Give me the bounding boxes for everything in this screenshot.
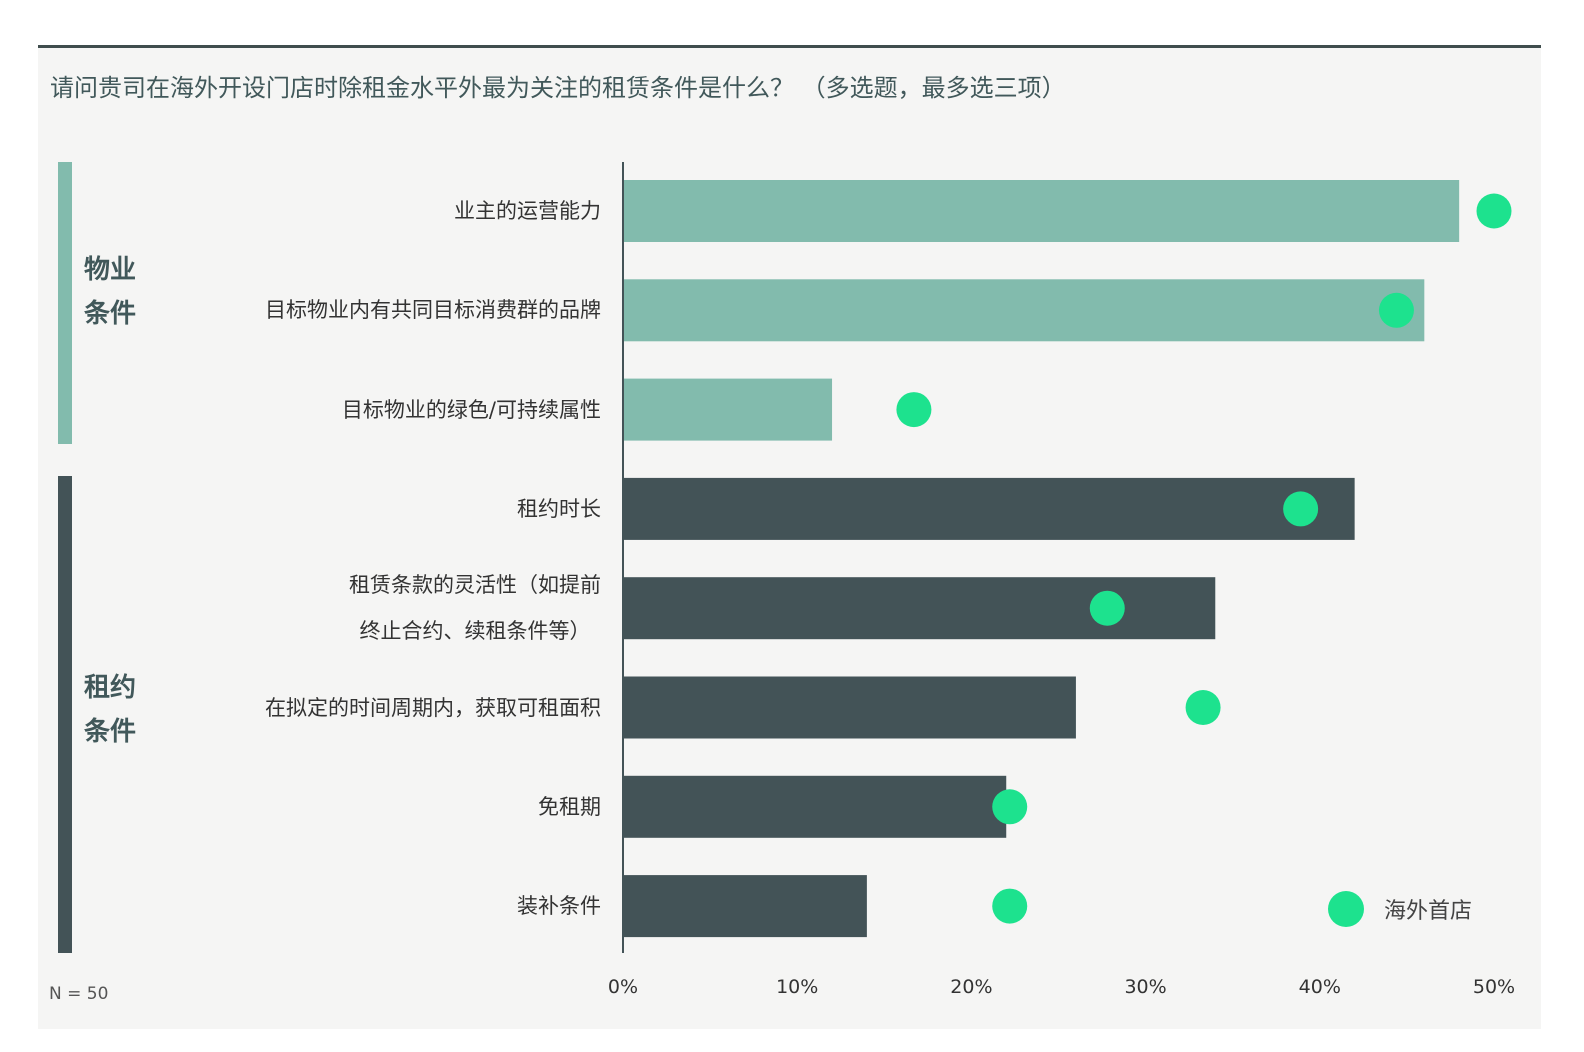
category-label: 目标物业的绿色/可持续属性 — [341, 397, 601, 422]
dot-marker — [1089, 590, 1125, 626]
bar — [623, 378, 833, 441]
bar — [623, 875, 867, 938]
group-label-line: 条件 — [84, 299, 137, 329]
x-tick-label: 0% — [608, 976, 638, 998]
category-label: 租约时长 — [517, 496, 601, 521]
dot-marker — [1476, 193, 1512, 229]
dot-marker — [896, 392, 932, 428]
sample-size-note: N = 50 — [49, 984, 109, 1004]
category-label: 免租期 — [538, 794, 601, 819]
category-label: 业主的运营能力 — [454, 199, 601, 223]
group-label-lease: 租约 条件 — [84, 666, 136, 754]
category-label: 装补条件 — [517, 894, 601, 919]
x-tick-label: 10% — [776, 976, 818, 998]
group-label-line: 条件 — [84, 717, 137, 747]
group-label-line: 物业 — [84, 255, 137, 285]
dot-marker — [1283, 491, 1319, 527]
x-tick-label: 30% — [1124, 976, 1166, 998]
category-label: 目标物业内有共同目标消费群的品牌 — [265, 298, 601, 323]
bar — [623, 577, 1216, 640]
x-tick-label: 40% — [1299, 976, 1341, 998]
legend: 海外首店 — [1328, 891, 1472, 927]
dot-marker — [992, 888, 1028, 924]
chart-title: 请问贵司在海外开设门店时除租金水平外最为关注的租赁条件是什么？ （多选题，最多选… — [50, 74, 1066, 102]
x-tick-label: 20% — [950, 976, 992, 998]
bar — [623, 279, 1425, 342]
category-label: 在拟定的时间周期内，获取可租面积 — [265, 695, 601, 720]
group-label-property: 物业 条件 — [84, 248, 136, 336]
group-label-line: 租约 — [84, 673, 137, 703]
legend-label: 海外首店 — [1384, 899, 1473, 924]
bar — [623, 676, 1076, 739]
dot-marker — [1378, 292, 1414, 328]
bar — [623, 477, 1355, 540]
legend-dot-marker — [1328, 891, 1364, 927]
x-tick-label: 50% — [1473, 976, 1515, 998]
category-label: 租赁条款的灵活性（如提前 终止合约、续租条件等） — [349, 573, 601, 644]
bar — [623, 775, 1007, 838]
dot-marker — [992, 789, 1028, 825]
group-bar-lease — [58, 476, 72, 953]
group-bar-property — [58, 162, 72, 444]
dot-marker — [1185, 690, 1221, 725]
bar — [623, 180, 1460, 242]
